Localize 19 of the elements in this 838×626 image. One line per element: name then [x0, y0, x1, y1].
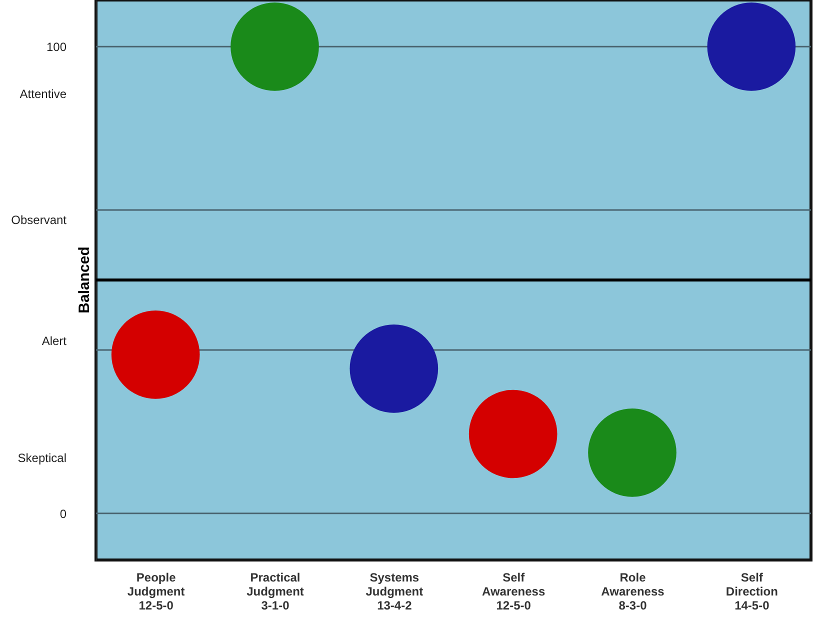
- point: [350, 324, 438, 413]
- ref-line-label: Balanced: [76, 246, 93, 314]
- x-tick-label: Self Direction 14-5-0: [726, 570, 778, 612]
- x-tick-label: Practical Judgment 3-1-0: [246, 570, 304, 612]
- point: [468, 390, 558, 478]
- point: [111, 310, 200, 399]
- y-tick-label: 100: [46, 40, 67, 54]
- x-tick-label: Systems Judgment 13-4-2: [366, 570, 424, 612]
- x-tick-label: Role Awareness 8-3-0: [601, 570, 665, 612]
- x-tick-label: People Judgment 12-5-0: [127, 570, 185, 612]
- y-tick-label: Observant: [11, 212, 68, 227]
- y-tick-label: Skeptical: [18, 450, 66, 465]
- point: [588, 408, 676, 497]
- y-tick-label: 0: [60, 506, 67, 521]
- point: [230, 2, 319, 91]
- x-tick-label: Self Awareness 12-5-0: [482, 570, 546, 612]
- y-tick-label: Alert: [42, 334, 68, 348]
- y-tick-label: Attentive: [20, 86, 67, 101]
- point: [707, 2, 796, 91]
